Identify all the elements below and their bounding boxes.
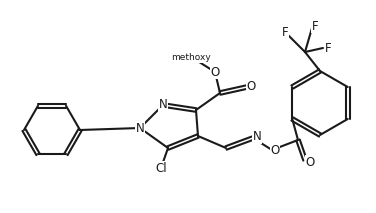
Text: F: F <box>325 43 331 56</box>
Text: F: F <box>312 20 318 33</box>
Text: N: N <box>136 121 144 134</box>
Text: O: O <box>246 81 256 94</box>
Text: O: O <box>211 66 220 79</box>
Text: N: N <box>159 98 167 111</box>
Text: N: N <box>253 131 261 144</box>
Text: F: F <box>282 26 288 39</box>
Text: O: O <box>270 144 280 157</box>
Text: Cl: Cl <box>155 161 167 174</box>
Text: methoxy: methoxy <box>171 53 211 62</box>
Text: O: O <box>305 155 315 168</box>
